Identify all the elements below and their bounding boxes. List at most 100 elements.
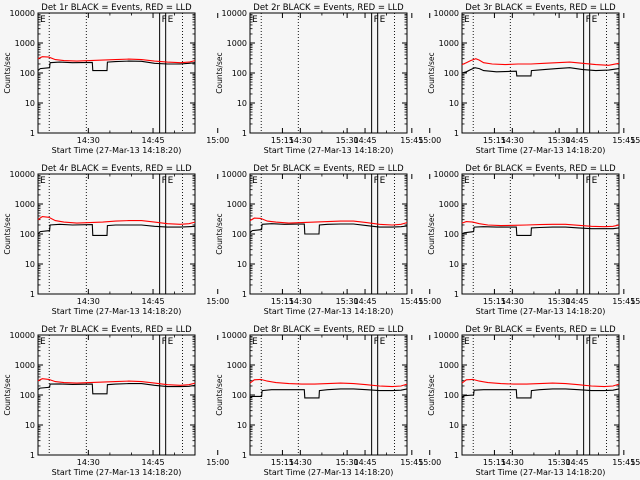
flare-marker-label: E [380, 337, 386, 347]
events-series-line [249, 223, 408, 235]
x-tick-label: 14:30 [77, 297, 100, 306]
y-tick-label: 100 [232, 69, 247, 78]
x-axis-label: Start Time (27-Mar-13 14:18:20) [52, 307, 182, 316]
flare-marker-label: F [374, 337, 379, 347]
y-tick-label: 1000 [439, 361, 459, 370]
x-tick-label: 15:00 [418, 458, 441, 467]
flare-marker-label: E [380, 176, 386, 186]
lld-series-line [37, 216, 196, 225]
y-tick-label: 10000 [10, 170, 35, 179]
x-tick-label: 14:30 [501, 458, 524, 467]
panel-title: Det 1r BLACK = Events, RED = LLD [41, 3, 192, 13]
flare-marker-label: E [380, 15, 386, 25]
y-axis-label: Counts/sec [3, 374, 12, 415]
y-tick-label: 1 [242, 129, 247, 138]
detector-panel-6: Det 6r BLACK = Events, RED = LLD 1 10 100 10… [427, 164, 640, 316]
x-tick-label: 14:45 [354, 458, 377, 467]
flare-marker-label: E [592, 15, 598, 25]
x-axis-label: Start Time (27-Mar-13 14:18:20) [264, 307, 394, 316]
y-tick-label: 100 [20, 69, 35, 78]
panel-title: Det 5r BLACK = Events, RED = LLD [253, 164, 404, 174]
detector-panel-5: Det 5r BLACK = Events, RED = LLD 1 10 100 10… [215, 164, 635, 316]
detector-panel-9: Det 9r BLACK = Events, RED = LLD 1 10 100 10… [427, 325, 640, 477]
y-tick-label: 1 [454, 129, 459, 138]
y-tick-label: 1000 [15, 361, 35, 370]
detector-panel-8: Det 8r BLACK = Events, RED = LLD 1 10 100 10… [215, 325, 635, 477]
corner-marker-label: E [464, 176, 470, 186]
x-tick-label: 14:45 [354, 297, 377, 306]
x-tick-label: 14:30 [501, 136, 524, 145]
flare-marker-label: F [374, 176, 379, 186]
x-axis-label: Start Time (27-Mar-13 14:18:20) [476, 146, 606, 155]
x-tick-label: 15:30 [548, 136, 571, 145]
y-axis-label: Counts/sec [215, 374, 224, 415]
x-tick-label: 14:45 [142, 458, 165, 467]
flare-marker-label: E [168, 15, 174, 25]
x-tick-label: 15:00 [630, 458, 640, 467]
x-tick-label: 15:15 [271, 458, 294, 467]
x-tick-label: 14:45 [354, 136, 377, 145]
y-tick-label: 10000 [222, 9, 247, 18]
y-tick-label: 1000 [15, 200, 35, 209]
x-tick-label: 15:00 [418, 297, 441, 306]
flare-marker-label: E [168, 176, 174, 186]
y-axis-label: Counts/sec [3, 213, 12, 254]
y-tick-label: 1 [30, 290, 35, 299]
corner-marker-label: E [252, 337, 258, 347]
x-tick-label: 15:45 [612, 458, 635, 467]
corner-marker-label: E [464, 337, 470, 347]
y-tick-label: 1 [454, 290, 459, 299]
panel-grid: Det 1r BLACK = Events, RED = LLD 1 10 100 10… [3, 3, 640, 477]
x-tick-label: 15:45 [612, 136, 635, 145]
y-tick-label: 10000 [222, 170, 247, 179]
y-tick-label: 1000 [439, 39, 459, 48]
x-tick-label: 15:45 [400, 458, 423, 467]
x-tick-label: 14:45 [142, 297, 165, 306]
x-axis-label: Start Time (27-Mar-13 14:18:20) [476, 468, 606, 477]
events-series-line [37, 223, 196, 236]
y-tick-label: 100 [232, 391, 247, 400]
events-series-line [37, 60, 196, 72]
y-tick-label: 10 [25, 421, 35, 430]
x-axis-label: Start Time (27-Mar-13 14:18:20) [52, 146, 182, 155]
flare-marker-label: E [592, 176, 598, 186]
y-tick-label: 10 [449, 260, 459, 269]
y-tick-label: 1000 [15, 39, 35, 48]
events-series-line [249, 388, 408, 399]
x-tick-label: 14:30 [289, 297, 312, 306]
y-axis-label: Counts/sec [427, 52, 436, 93]
flare-marker-label: F [586, 176, 591, 186]
panel-title: Det 9r BLACK = Events, RED = LLD [465, 325, 616, 335]
y-tick-label: 10000 [222, 331, 247, 340]
flare-marker-label: F [162, 176, 167, 186]
x-tick-label: 14:30 [77, 458, 100, 467]
x-tick-label: 15:00 [418, 136, 441, 145]
x-axis-label: Start Time (27-Mar-13 14:18:20) [264, 468, 394, 477]
x-tick-label: 15:30 [336, 458, 359, 467]
x-tick-label: 14:30 [289, 458, 312, 467]
corner-marker-label: E [40, 15, 46, 25]
y-axis-label: Counts/sec [427, 374, 436, 415]
x-tick-label: 15:45 [612, 297, 635, 306]
flare-marker-label: F [162, 337, 167, 347]
detector-panel-2: Det 2r BLACK = Events, RED = LLD 1 10 100 10… [215, 3, 635, 155]
y-tick-label: 10 [25, 260, 35, 269]
lld-series-line [249, 217, 408, 226]
y-axis-label: Counts/sec [215, 52, 224, 93]
x-tick-label: 15:30 [548, 297, 571, 306]
x-tick-label: 15:00 [206, 297, 229, 306]
panel-title: Det 8r BLACK = Events, RED = LLD [253, 325, 404, 335]
x-tick-label: 14:30 [289, 136, 312, 145]
y-tick-label: 100 [444, 391, 459, 400]
x-tick-label: 14:45 [142, 136, 165, 145]
events-series-line [461, 67, 620, 77]
x-tick-label: 15:15 [271, 297, 294, 306]
y-axis-label: Counts/sec [427, 213, 436, 254]
y-tick-label: 100 [232, 230, 247, 239]
x-tick-label: 15:30 [336, 136, 359, 145]
detector-panel-7: Det 7r BLACK = Events, RED = LLD 1 10 100 10… [3, 325, 423, 477]
lld-series-line [461, 378, 620, 388]
flare-marker-label: F [586, 337, 591, 347]
